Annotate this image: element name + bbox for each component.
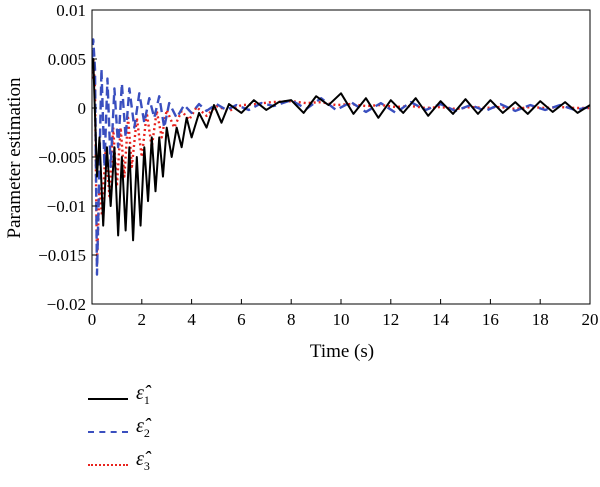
x-tick-label: 2 <box>138 310 147 329</box>
y-tick-label: −0.005 <box>38 148 86 167</box>
y-tick-label: −0.02 <box>47 295 86 314</box>
legend: ε̂1 ε̂2 ε̂3 <box>88 382 208 487</box>
x-tick-label: 8 <box>287 310 296 329</box>
y-axis-label: Parameter estimation <box>4 77 25 238</box>
x-tick-label: 16 <box>482 310 499 329</box>
x-tick-label: 14 <box>432 310 450 329</box>
x-tick-label: 6 <box>237 310 246 329</box>
legend-item-3: ε̂3 <box>88 448 208 487</box>
x-tick-label: 4 <box>187 310 196 329</box>
legend-swatch-3 <box>88 464 128 466</box>
legend-label-3: ε̂3 <box>136 448 150 473</box>
series-line-2 <box>92 38 590 276</box>
x-tick-label: 20 <box>582 310 599 329</box>
x-tick-label: 18 <box>532 310 549 329</box>
legend-label-2: ε̂2 <box>136 415 150 440</box>
plot-area: 0 2 4 6 8 10 12 14 16 18 20 0.01 0.005 0 −0.005 −0.01 −0… <box>38 1 598 329</box>
legend-label-1: ε̂1 <box>136 382 150 407</box>
series-line-1 <box>92 58 590 242</box>
y-tick-label: −0.01 <box>47 197 86 216</box>
y-tick-label: −0.015 <box>38 246 86 265</box>
y-tick-label: 0.005 <box>48 50 86 69</box>
plot-frame <box>91 9 591 305</box>
y-tick-label: 0 <box>78 99 87 118</box>
legend-swatch-1 <box>88 398 128 400</box>
y-tick-label: 0.01 <box>56 1 86 20</box>
legend-item-1: ε̂1 <box>88 382 208 421</box>
x-tick-label: 10 <box>333 310 350 329</box>
x-tick-label: 12 <box>382 310 399 329</box>
x-axis-label: Time (s) <box>310 341 374 362</box>
legend-item-2: ε̂2 <box>88 415 208 454</box>
x-tick-label: 0 <box>88 310 97 329</box>
series-line-3 <box>92 57 590 266</box>
legend-swatch-2 <box>88 431 128 433</box>
